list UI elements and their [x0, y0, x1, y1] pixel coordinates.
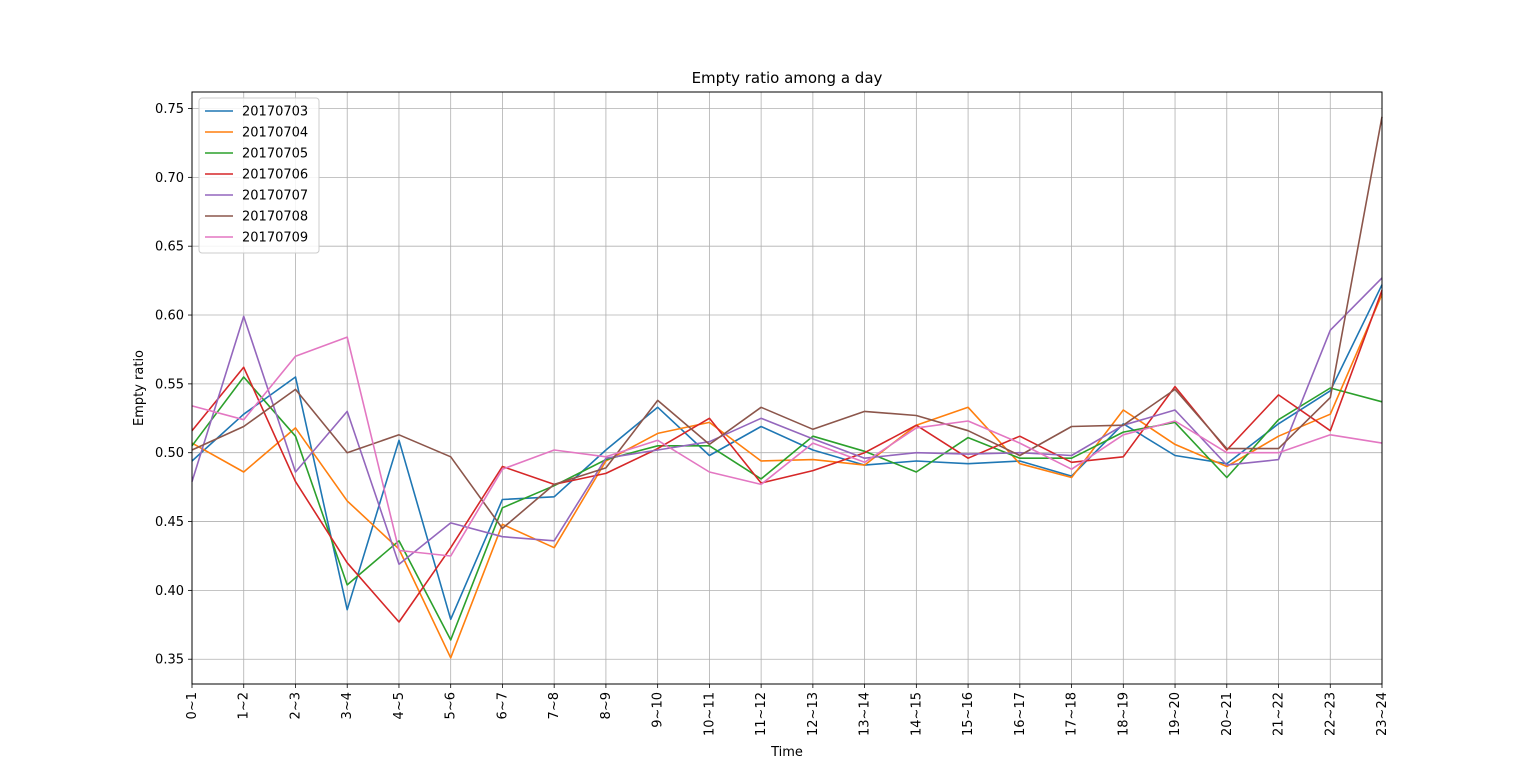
x-tick-label: 5~6: [444, 692, 459, 719]
legend-label: 20170706: [242, 168, 308, 183]
legend-label: 20170708: [242, 210, 308, 225]
grid: [191, 92, 1383, 684]
x-tick-label: 0~1: [185, 692, 200, 719]
legend-label: 20170707: [242, 189, 308, 204]
x-tick-label: 7~8: [547, 692, 562, 719]
y-tick-label: 0.60: [155, 309, 184, 324]
chart-title: Empty ratio among a day: [692, 69, 883, 87]
x-tick-label: 11~12: [754, 692, 769, 736]
y-tick-label: 0.45: [155, 515, 184, 530]
series-line-20170706: [191, 290, 1383, 623]
x-tick-label: 18~19: [1116, 692, 1131, 736]
legend-label: 20170709: [242, 231, 308, 246]
series-line-20170709: [191, 336, 1383, 557]
y-tick-label: 0.70: [155, 171, 184, 186]
legend: 20170703 20170704 20170705 20170706 20170707…: [198, 97, 320, 254]
series-lines: [191, 116, 1383, 659]
x-tick-label: 20~21: [1220, 692, 1235, 736]
x-tick-label: 3~4: [340, 692, 355, 719]
x-tick-label: 15~16: [961, 692, 976, 736]
y-tick-label: 0.65: [155, 240, 184, 255]
y-tick-label: 0.35: [155, 653, 184, 668]
y-tick-label: 0.55: [155, 377, 184, 392]
x-tick-label: 17~18: [1065, 692, 1080, 736]
y-tick-label: 0.40: [155, 584, 184, 599]
legend-box: [198, 97, 320, 254]
y-axis-label: Empty ratio: [132, 350, 147, 426]
legend-label: 20170703: [242, 105, 308, 120]
x-tick-label: 16~17: [1013, 692, 1028, 736]
x-tick-label: 2~3: [288, 692, 303, 719]
y-tick-label: 0.50: [155, 446, 184, 461]
x-tick-label: 14~15: [909, 692, 924, 736]
x-tick-label: 8~9: [599, 692, 614, 719]
axis-ticks: 0~1 1~2 2~3 3~4 4~5 5~6 6~7 7~8 8~9 9~10 10~11 11~1…: [155, 102, 1390, 736]
x-tick-label: 9~10: [651, 692, 666, 728]
x-tick-label: 22~23: [1323, 692, 1338, 736]
plot-frame: [191, 91, 1383, 685]
x-tick-label: 1~2: [237, 692, 252, 719]
series-line-20170705: [191, 376, 1383, 641]
x-tick-label: 6~7: [495, 692, 510, 719]
x-tick-label: 19~20: [1168, 692, 1183, 736]
series-line-20170703: [191, 284, 1383, 621]
legend-label: 20170705: [242, 147, 308, 162]
series-line-20170708: [191, 116, 1383, 530]
x-tick-label: 21~22: [1272, 692, 1287, 736]
x-tick-label: 23~24: [1375, 692, 1390, 736]
x-tick-label: 4~5: [392, 692, 407, 719]
x-tick-label: 10~11: [702, 692, 717, 736]
x-axis-label: Time: [770, 745, 803, 760]
legend-label: 20170704: [242, 126, 308, 141]
y-tick-label: 0.75: [155, 102, 184, 117]
series-line-20170707: [191, 277, 1383, 566]
x-tick-label: 12~13: [806, 692, 821, 736]
x-tick-label: 13~14: [858, 692, 873, 736]
